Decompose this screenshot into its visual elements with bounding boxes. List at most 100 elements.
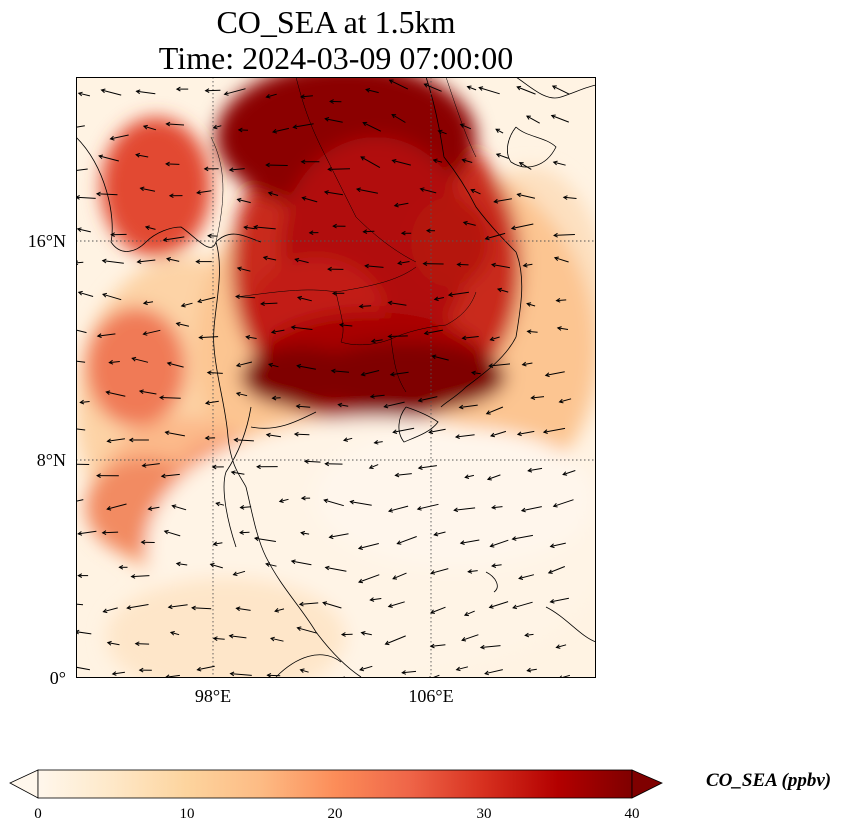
- colorbar-extend-low: [9, 769, 39, 799]
- wind-arrow-head: [332, 223, 337, 229]
- wind-arrow-head: [236, 266, 242, 272]
- wind-arrow-head: [455, 666, 461, 672]
- map-frame: [76, 77, 596, 678]
- wind-arrow-head: [516, 192, 522, 198]
- wind-arrow: [78, 92, 91, 97]
- wind-arrow-head: [166, 257, 171, 262]
- wind-arrow-head: [239, 530, 244, 535]
- wind-arrow: [80, 401, 90, 403]
- wind-arrow-head: [260, 301, 265, 307]
- wind-arrow: [205, 400, 219, 404]
- wind-arrow-head: [551, 85, 557, 90]
- colorbar-tick-0: 0: [34, 806, 42, 822]
- wind-arrow-head: [290, 559, 296, 565]
- colorbar-tick-20: 20: [327, 806, 343, 822]
- wind-arrow: [294, 433, 310, 436]
- wind-arrow-head: [384, 640, 390, 646]
- wind-arrow: [393, 427, 415, 433]
- wind-arrow-head: [77, 290, 83, 296]
- wind-arrow-head: [296, 626, 302, 631]
- wind-arrow-head: [198, 335, 204, 340]
- wind-arrow: [299, 602, 319, 605]
- wind-arrow-head: [484, 235, 490, 241]
- wind-arrow: [359, 305, 372, 307]
- wind-arrow-head: [196, 190, 202, 195]
- wind-arrow: [464, 610, 475, 616]
- wind-arrow-head: [98, 154, 104, 160]
- wind-arrow: [165, 431, 185, 437]
- wind-arrow: [363, 230, 375, 233]
- wind-arrow: [471, 372, 481, 375]
- wind-arrow: [213, 542, 223, 545]
- wind-arrow-head: [232, 571, 238, 576]
- wind-arrow: [329, 533, 349, 538]
- wind-arrow: [550, 542, 566, 547]
- wind-arrow: [557, 327, 569, 330]
- wind-arrow: [229, 168, 245, 171]
- wind-arrow-head: [118, 564, 124, 570]
- wind-arrow: [552, 85, 570, 95]
- wind-arrow-head: [422, 261, 428, 267]
- wind-arrow-head: [417, 397, 423, 403]
- wind-arrow-head: [391, 113, 397, 119]
- wind-arrow: [272, 127, 290, 133]
- wind-arrow: [78, 291, 94, 297]
- wind-arrow-head: [322, 601, 328, 606]
- wind-arrow-head: [478, 86, 484, 91]
- wind-arrow-head: [337, 402, 343, 408]
- wind-arrow: [556, 299, 567, 302]
- wind-arrow: [434, 531, 446, 536]
- wind-arrow-head: [180, 302, 186, 308]
- wind-arrow: [433, 159, 443, 163]
- wind-arrow-head: [396, 540, 402, 545]
- wind-arrow: [107, 642, 120, 646]
- wind-arrow: [237, 267, 251, 272]
- wind-arrow: [301, 532, 310, 535]
- wind-arrow-head: [138, 389, 144, 394]
- wind-arrow-head: [134, 641, 140, 647]
- wind-arrow: [234, 439, 254, 442]
- wind-arrow: [96, 193, 118, 196]
- wind-arrow-head: [253, 536, 259, 542]
- wind-arrow-head: [77, 91, 83, 97]
- wind-arrow: [374, 441, 383, 444]
- wind-arrow-head: [552, 502, 558, 508]
- wind-arrow-head: [270, 329, 276, 335]
- wind-arrow: [389, 79, 409, 90]
- wind-arrow: [131, 575, 150, 578]
- wind-arrow: [142, 463, 160, 467]
- wind-arrow: [236, 607, 251, 611]
- wind-arrow-head: [324, 461, 330, 467]
- wind-arrow-head: [522, 262, 528, 268]
- wind-arrow-head: [274, 608, 280, 613]
- wind-arrow-head: [419, 187, 425, 192]
- wind-arrow-head: [323, 190, 329, 195]
- wind-arrow-head: [470, 188, 476, 194]
- wind-arrow: [434, 297, 445, 300]
- wind-arrow-head: [212, 124, 218, 130]
- wind-arrow-head: [516, 85, 522, 91]
- wind-arrow: [485, 232, 506, 240]
- wind-arrow-head: [211, 464, 217, 470]
- wind-arrow: [168, 604, 188, 608]
- wind-arrow: [370, 394, 385, 398]
- wind-arrow-head: [128, 437, 134, 443]
- wind-arrow-head: [197, 298, 203, 304]
- wind-arrow-head: [496, 287, 503, 293]
- wind-arrow-head: [135, 152, 141, 158]
- wind-arrow: [304, 460, 321, 463]
- wind-arrow: [562, 470, 576, 476]
- wind-arrow-head: [106, 640, 112, 646]
- wind-arrow: [465, 474, 475, 478]
- wind-arrow-head: [454, 434, 460, 439]
- wind-arrow: [556, 644, 567, 648]
- wind-arrow: [199, 336, 219, 339]
- wind-arrow-head: [432, 158, 438, 164]
- wind-arrow: [76, 329, 87, 334]
- wind-arrow-head: [428, 429, 434, 435]
- wind-arrow-head: [169, 631, 175, 636]
- wind-arrow: [486, 406, 504, 415]
- wind-arrow: [518, 574, 535, 579]
- colorbar-extend-high: [631, 769, 663, 799]
- wind-arrow-head: [296, 295, 303, 301]
